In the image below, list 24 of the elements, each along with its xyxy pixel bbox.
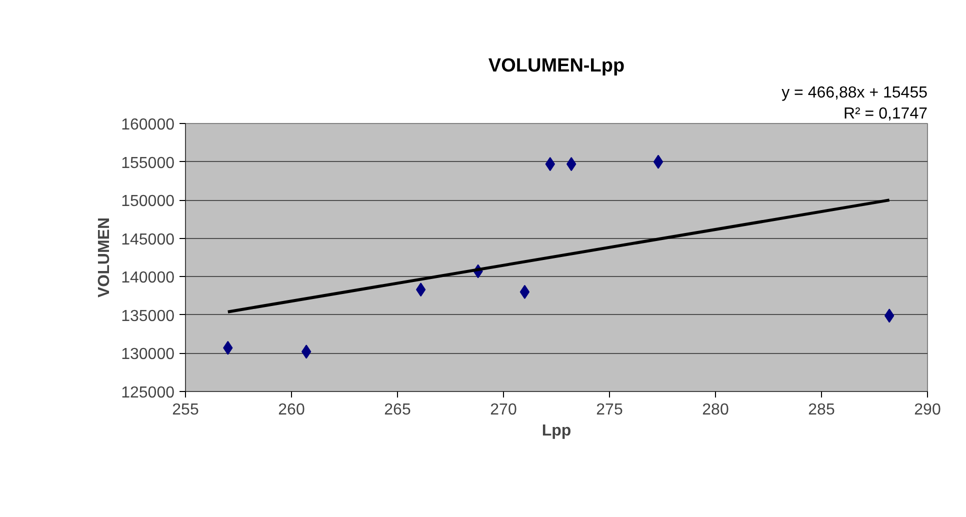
y-axis-title: VOLUMEN [96, 218, 114, 298]
point [520, 284, 530, 299]
x-tick-label: 280 [702, 402, 729, 418]
y-tick-label: 145000 [121, 231, 175, 248]
y-tick-label: 140000 [121, 270, 175, 287]
text: R² = 0,1747 [843, 106, 928, 122]
x-tick-label: 290 [914, 402, 941, 418]
point [653, 154, 664, 169]
y-tick-label: 130000 [121, 346, 175, 364]
text: y = 466,88x + 15455 [782, 84, 928, 102]
x-tick-label: 270 [490, 402, 517, 418]
x-tick-label: 275 [596, 402, 623, 418]
y-tick-label: 155000 [121, 154, 175, 172]
y-tick-label: 150000 [121, 193, 175, 210]
point [416, 282, 426, 297]
x-tick-label: 260 [278, 402, 305, 418]
x-tick-label: 265 [384, 402, 411, 418]
x-tick-label: 255 [172, 402, 199, 418]
chart-title: VOLUMEN-Lpp [488, 56, 625, 76]
x-axis-title: Lpp [542, 422, 572, 440]
y-tick-label: 135000 [121, 308, 175, 325]
x-tick-label: 285 [808, 402, 835, 418]
y-tick-label: 125000 [121, 384, 175, 402]
y-tick-label: 160000 [121, 116, 175, 134]
